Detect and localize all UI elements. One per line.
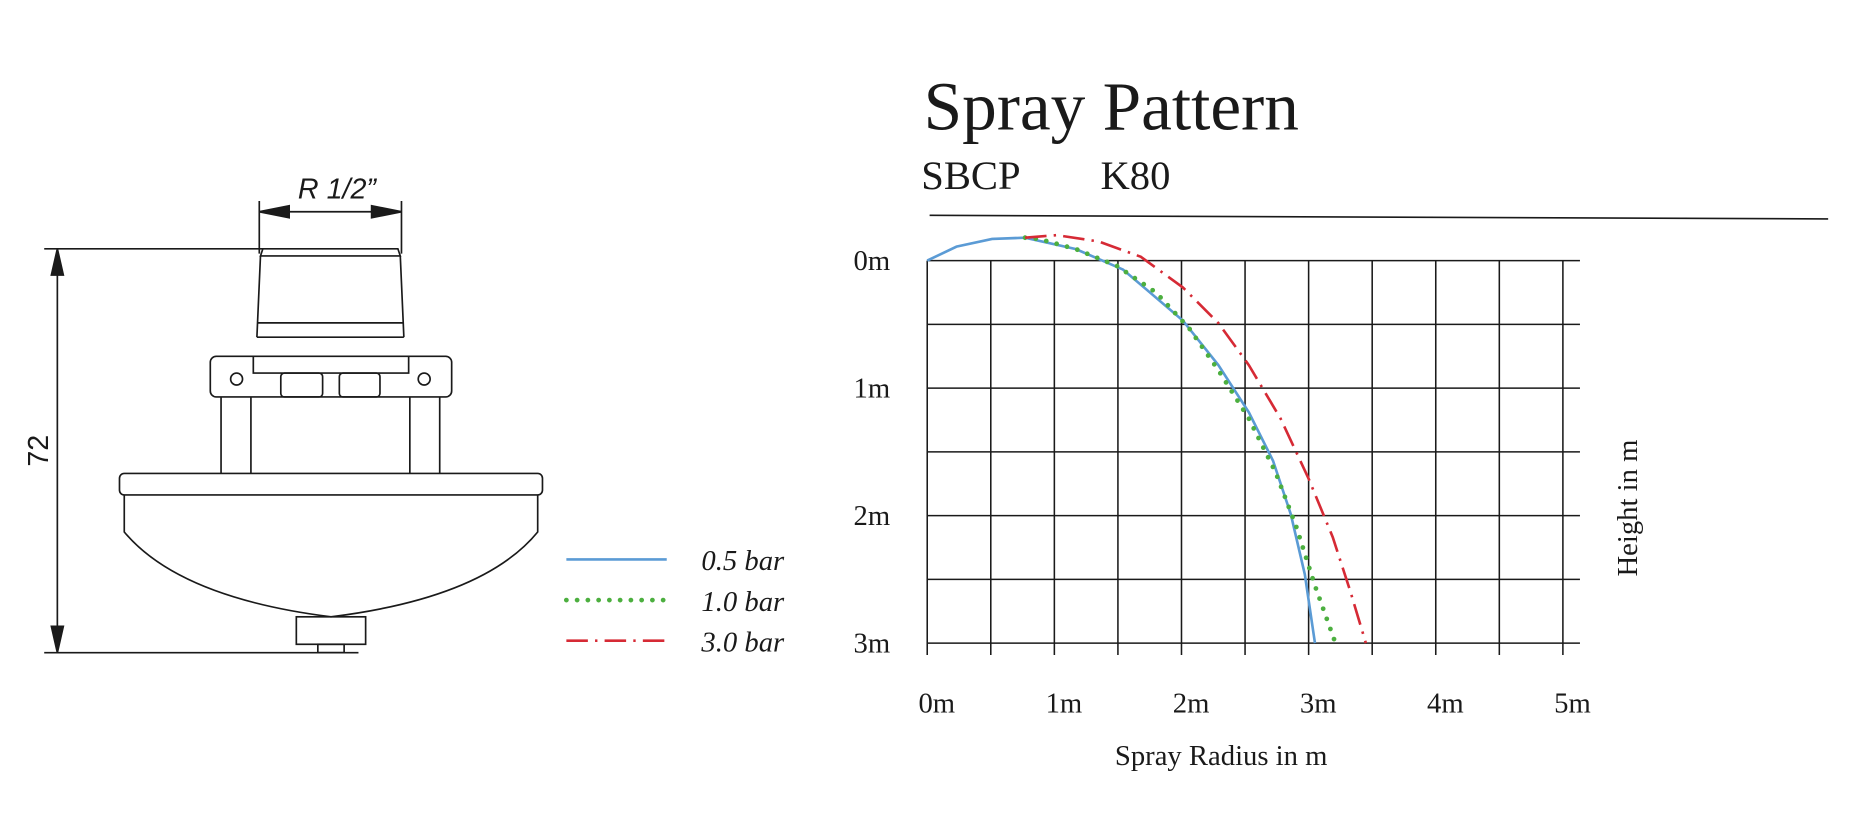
sprinkler-drawing bbox=[44, 200, 544, 654]
x-axis-label: Spray Radius in m bbox=[1115, 740, 1328, 772]
thread-label: R 1/2” bbox=[298, 174, 377, 206]
frame-notch bbox=[252, 356, 410, 374]
x-tick-label: 4m bbox=[1427, 687, 1464, 719]
x-tick-label: 1m bbox=[1046, 687, 1083, 719]
frame bbox=[209, 355, 453, 398]
hole bbox=[229, 372, 244, 386]
series-line bbox=[1022, 235, 1337, 642]
nozzle-tip bbox=[316, 643, 345, 654]
hole bbox=[417, 372, 431, 386]
subtitle: SBCP bbox=[921, 153, 1020, 198]
title-rule bbox=[929, 214, 1829, 220]
x-tick-label: 0m bbox=[918, 687, 955, 719]
height-label: 72 bbox=[23, 435, 55, 467]
legend-label: 1.0 bar bbox=[701, 586, 785, 618]
dimension-arrows bbox=[259, 204, 402, 219]
y-tick-label: 0m bbox=[854, 245, 891, 277]
chart-title: Spray Pattern bbox=[924, 67, 1299, 144]
subtitle: K80 bbox=[1100, 153, 1170, 198]
bowl bbox=[123, 494, 539, 618]
series-line bbox=[1024, 233, 1368, 644]
x-tick-label: 5m bbox=[1554, 687, 1591, 719]
dimension-arrows bbox=[50, 248, 65, 653]
thread-body bbox=[256, 247, 405, 339]
nozzle bbox=[295, 615, 367, 646]
y-tick-label: 1m bbox=[854, 373, 891, 405]
legend-label: 0.5 bar bbox=[701, 545, 785, 577]
legend-label: 3.0 bar bbox=[700, 626, 785, 658]
frame-part bbox=[338, 372, 381, 398]
height-dimension bbox=[44, 247, 359, 654]
y-axis-label: Height in m bbox=[1612, 440, 1644, 577]
legs bbox=[220, 396, 441, 474]
series-line bbox=[926, 236, 1317, 644]
y-tick-label: 3m bbox=[854, 628, 891, 660]
x-tick-label: 2m bbox=[1173, 687, 1210, 719]
y-tick-label: 2m bbox=[854, 500, 891, 532]
hat bbox=[118, 472, 544, 496]
x-tick-label: 3m bbox=[1300, 687, 1337, 719]
frame-part bbox=[279, 372, 324, 398]
